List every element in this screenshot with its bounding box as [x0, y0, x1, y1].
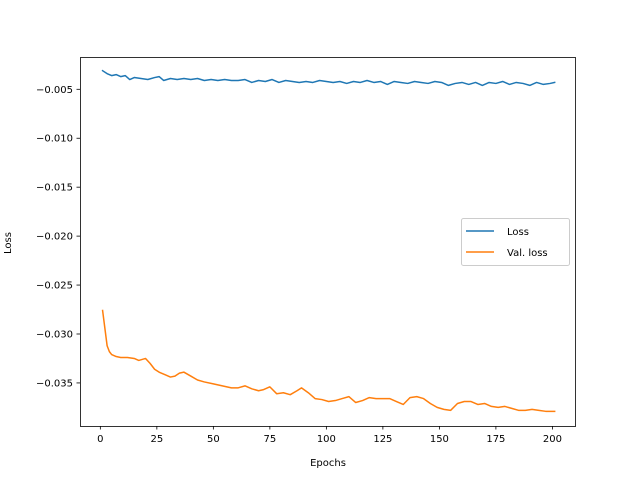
x-tick-label: 100 [317, 434, 336, 445]
y-tick-label: −0.005 [36, 85, 73, 96]
x-axis-ticks: 0 25 50 75 100 125 150 175 200 [97, 426, 562, 445]
y-tick-label: −0.025 [36, 281, 73, 292]
y-tick-label: −0.020 [36, 232, 73, 243]
x-tick-label: 50 [207, 434, 220, 445]
legend: Loss Val. loss [461, 218, 570, 266]
x-tick-label: 200 [543, 434, 562, 445]
legend-label-loss: Loss [507, 227, 529, 238]
plot-frame [80, 57, 576, 427]
y-axis-ticks: −0.005 −0.010 −0.015 −0.020 −0.025 −0.030 −0.0… [36, 85, 80, 389]
y-axis-label: Loss [3, 232, 14, 254]
legend-label-val-loss: Val. loss [507, 248, 548, 259]
y-tick-label: −0.030 [36, 329, 73, 340]
y-tick-label: −0.010 [36, 134, 73, 145]
series-line-loss [101, 69, 556, 87]
x-tick-label: 25 [150, 434, 163, 445]
series-layer [101, 69, 556, 413]
x-tick-label: 150 [430, 434, 449, 445]
x-tick-label: 125 [373, 434, 392, 445]
x-tick-label: 0 [97, 434, 103, 445]
series-line-val-loss [101, 309, 556, 413]
y-tick-label: −0.035 [36, 378, 73, 389]
x-tick-label: 175 [486, 434, 505, 445]
plot-area [80, 57, 576, 427]
x-axis-label: Epochs [310, 458, 346, 469]
y-tick-label: −0.015 [36, 183, 73, 194]
x-tick-label: 75 [263, 434, 276, 445]
